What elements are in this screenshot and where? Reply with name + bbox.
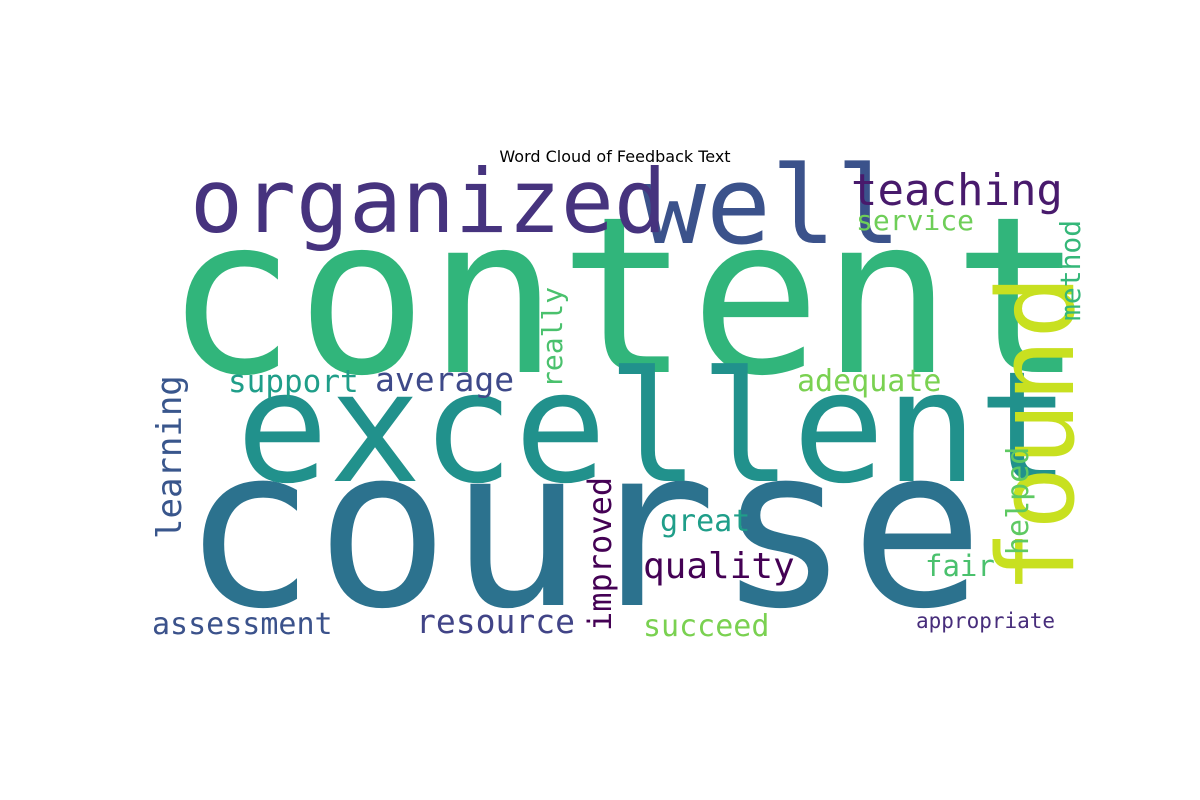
word-really: really [536, 287, 569, 388]
word-fair: fair [925, 549, 995, 583]
word-helped: helped [1001, 447, 1036, 555]
chart-title: Word Cloud of Feedback Text [499, 147, 731, 166]
word-appropriate: appropriate [916, 609, 1055, 633]
word-found: found [975, 275, 1098, 594]
word-improved: improved [581, 477, 619, 631]
word-service: service [856, 204, 974, 237]
word-organized: organized [190, 150, 667, 253]
word-well: well [641, 144, 901, 269]
word-great: great [660, 504, 750, 539]
word-course: course [182, 400, 984, 658]
word-average: average [375, 360, 514, 399]
word-method: method [1054, 220, 1087, 321]
word-support: support [228, 364, 359, 400]
word-learning: learning [150, 375, 190, 539]
word-quality: quality [643, 546, 795, 587]
word-excellent: excellent [236, 339, 1070, 518]
word-assessment: assessment [152, 607, 333, 642]
word-teaching: teaching [851, 165, 1063, 216]
word-adequate: adequate [797, 364, 942, 399]
word-content: content [165, 171, 1084, 424]
word-succeed: succeed [643, 609, 769, 644]
word-resource: resource [416, 602, 575, 641]
